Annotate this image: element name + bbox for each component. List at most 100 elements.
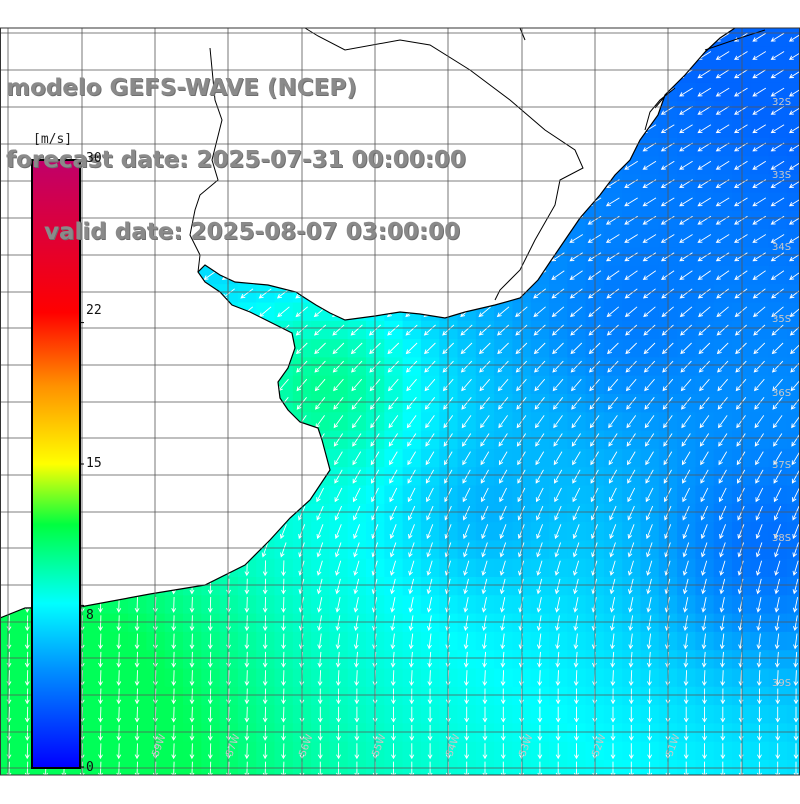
colorbar-tick-15: 15: [86, 456, 102, 471]
wind-arrow: [208, 780, 212, 795]
wind-cell: [458, 778, 477, 797]
title-line-model: modelo GEFS-WAVE (NCEP): [6, 76, 466, 100]
wind-cell: [439, 778, 458, 797]
wind-cell: [787, 46, 800, 65]
wind-cell: [695, 778, 714, 797]
wind-cell: [787, 211, 800, 230]
lat-label: 38S: [772, 533, 791, 544]
wind-cell: [128, 778, 147, 797]
wind-arrow: [172, 780, 176, 795]
wind-arrow: [757, 780, 761, 795]
wind-arrow: [44, 780, 48, 795]
wind-cell: [787, 357, 800, 376]
wind-arrow: [7, 780, 11, 795]
wind-cell: [787, 650, 800, 669]
wind-cell: [238, 778, 257, 797]
wind-arrow: [794, 780, 798, 795]
wind-cell: [183, 778, 202, 797]
wind-cell: [750, 778, 769, 797]
wind-cell: [311, 778, 330, 797]
wind-arrow: [263, 780, 267, 795]
colorbar-unit-label: [m/s]: [33, 132, 72, 147]
wind-arrow: [227, 780, 231, 795]
wind-cell: [787, 687, 800, 706]
wind-cell: [732, 778, 751, 797]
wind-cell: [787, 778, 800, 797]
wind-cell: [622, 778, 641, 797]
wind-cell: [55, 778, 74, 797]
wind-cell: [677, 778, 696, 797]
wind-cell: [403, 778, 422, 797]
wind-cell: [220, 778, 239, 797]
wind-arrow: [245, 780, 249, 795]
wind-cell: [531, 778, 550, 797]
wind-arrow: [666, 780, 670, 795]
wind-arrow: [593, 780, 597, 795]
wind-cell: [787, 65, 800, 84]
wind-cell: [37, 778, 56, 797]
wind-cell: [494, 778, 513, 797]
wind-arrow: [684, 780, 688, 795]
wind-cell: [714, 778, 733, 797]
wind-arrow: [355, 780, 359, 795]
wind-arrow: [410, 780, 414, 795]
lat-label: 34S: [772, 242, 791, 253]
wind-arrow: [190, 780, 194, 795]
wind-cell: [256, 778, 275, 797]
wind-cell: [787, 760, 800, 779]
wind-arrow: [99, 780, 103, 795]
wind-arrow: [703, 780, 707, 795]
wind-arrow: [62, 780, 66, 795]
wind-arrow: [611, 780, 615, 795]
wind-arrow: [337, 780, 341, 795]
lat-label: 33S: [772, 170, 791, 181]
wind-cell: [787, 431, 800, 450]
wind-arrow: [538, 780, 542, 795]
wind-cell: [787, 632, 800, 651]
wind-arrow: [300, 780, 304, 795]
wind-arrow: [776, 780, 780, 795]
title-line-forecast-date: forecast date: 2025-07-31 00:00:00: [6, 148, 466, 172]
wind-cell: [787, 595, 800, 614]
wind-arrow: [556, 780, 560, 795]
wind-cell: [787, 120, 800, 139]
title-line-valid-date: valid date: 2025-08-07 03:00:00: [6, 220, 466, 244]
lat-label: 35S: [772, 314, 791, 325]
wind-cell: [92, 778, 111, 797]
lat-label: 36S: [772, 388, 791, 399]
wind-cell: [787, 412, 800, 431]
wind-cell: [275, 778, 294, 797]
wind-cell: [787, 723, 800, 742]
wind-cell: [787, 138, 800, 157]
wind-arrow: [135, 780, 139, 795]
wind-cell: [18, 778, 37, 797]
wind-arrow: [501, 780, 505, 795]
wind-arrow: [574, 780, 578, 795]
wind-cell: [787, 193, 800, 212]
colorbar-tick-22: 22: [86, 303, 102, 318]
wind-cell: [329, 778, 348, 797]
colorbar-tick-0: 0: [86, 760, 94, 775]
lat-label: 39S: [772, 678, 791, 689]
wind-cell: [641, 778, 660, 797]
wind-cell: [165, 778, 184, 797]
wind-arrow: [153, 780, 157, 795]
wind-cell: [787, 742, 800, 761]
wind-cell: [787, 614, 800, 633]
wind-arrow: [446, 780, 450, 795]
wind-arrow: [721, 780, 725, 795]
wind-arrow: [282, 780, 286, 795]
wind-cell: [366, 778, 385, 797]
wind-cell: [787, 705, 800, 724]
wind-arrow: [318, 780, 322, 795]
wind-cell: [476, 778, 495, 797]
wind-cell: [659, 778, 678, 797]
wind-arrow: [739, 780, 743, 795]
colorbar-tick-8: 8: [86, 608, 94, 623]
wind-arrow: [428, 780, 432, 795]
wind-cell: [0, 778, 19, 797]
wind-cell: [110, 778, 129, 797]
wind-cell: [604, 778, 623, 797]
wind-cell: [73, 778, 92, 797]
